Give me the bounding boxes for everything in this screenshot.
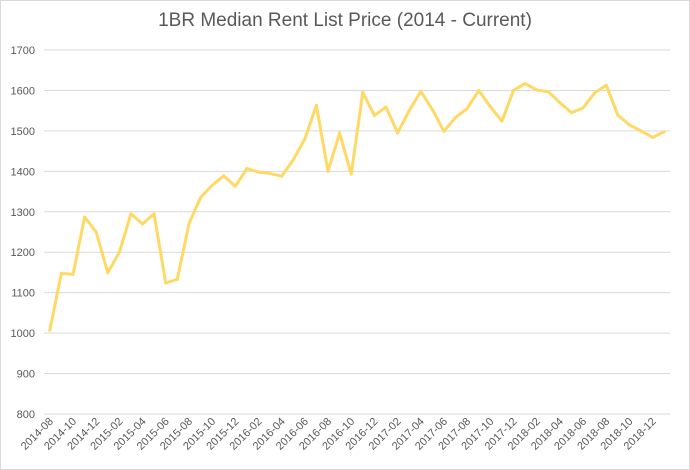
data-point	[396, 131, 400, 135]
data-point	[558, 101, 562, 105]
data-point	[71, 272, 75, 276]
y-axis-ticks: 800 900 1000 1100 1200 1300 1400 1500 1600 1700	[11, 45, 35, 421]
series-layer	[48, 82, 666, 332]
y-tick-label: 1500	[11, 126, 35, 138]
data-point	[303, 137, 307, 141]
data-point	[326, 169, 330, 173]
gridlines	[44, 49, 670, 415]
data-point	[106, 271, 110, 275]
data-point	[407, 109, 411, 113]
data-point	[465, 107, 469, 111]
y-tick-label: 1100	[11, 288, 35, 300]
data-point	[581, 106, 585, 110]
data-point	[442, 129, 446, 133]
series-line	[48, 82, 666, 332]
data-point	[361, 90, 365, 94]
data-point	[523, 82, 527, 86]
data-point	[535, 88, 539, 92]
data-point	[48, 328, 52, 332]
chart-title: 1BR Median Rent List Price (2014 - Curre…	[158, 10, 532, 31]
data-point	[454, 116, 458, 120]
data-point	[117, 250, 121, 254]
data-point	[280, 174, 284, 178]
data-point	[314, 103, 318, 107]
data-point	[233, 184, 237, 188]
y-tick-label: 1700	[11, 45, 35, 57]
data-point	[349, 172, 353, 176]
data-point	[83, 215, 87, 219]
data-point	[222, 174, 226, 178]
data-point	[384, 105, 388, 109]
data-point	[338, 131, 342, 135]
y-tick-label: 1200	[11, 247, 35, 259]
data-point	[546, 90, 550, 94]
y-tick-label: 800	[17, 409, 35, 421]
data-point	[59, 271, 63, 275]
data-point	[593, 91, 597, 95]
data-point	[268, 171, 272, 175]
data-point	[627, 123, 631, 127]
data-point	[245, 167, 249, 171]
data-point	[199, 196, 202, 200]
data-point	[152, 212, 156, 216]
data-point	[477, 88, 481, 92]
data-point	[164, 281, 168, 285]
data-point	[187, 222, 191, 226]
data-point	[651, 135, 655, 139]
y-tick-label: 1300	[11, 207, 35, 219]
data-point	[291, 158, 295, 162]
y-tick-label: 1000	[11, 328, 35, 340]
data-point	[500, 119, 504, 123]
data-point	[430, 107, 434, 111]
y-tick-label: 900	[17, 369, 35, 381]
data-point	[604, 83, 608, 87]
data-point	[175, 277, 179, 281]
data-point	[210, 183, 214, 187]
data-point	[662, 130, 666, 134]
data-point	[512, 88, 515, 92]
data-point	[569, 111, 573, 115]
data-point	[141, 222, 145, 226]
data-point	[616, 113, 620, 117]
y-tick-label: 1600	[11, 85, 35, 97]
data-point	[129, 212, 133, 216]
data-point	[488, 105, 492, 109]
data-point	[372, 114, 376, 118]
data-point	[419, 89, 423, 93]
data-point	[94, 230, 98, 234]
data-point	[256, 170, 260, 174]
y-tick-label: 1400	[11, 166, 35, 178]
x-axis-ticks: 2014-082014-102014-122015-022015-042015-…	[19, 416, 659, 453]
data-point	[639, 129, 643, 133]
